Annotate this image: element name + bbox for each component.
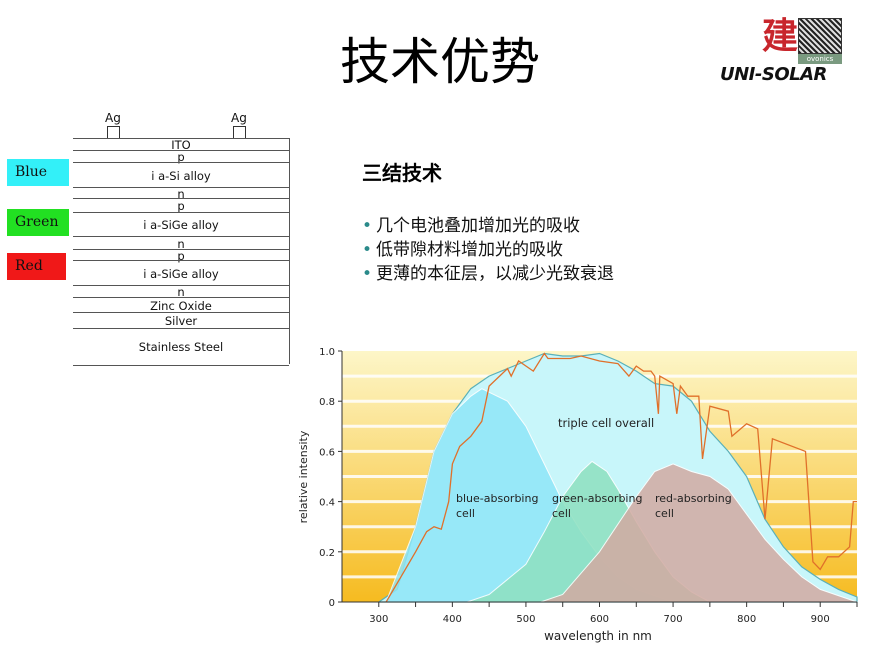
layer: Silver	[73, 312, 289, 329]
series-area-red-absorbing-cell	[540, 463, 858, 603]
ag-contact	[233, 126, 246, 138]
x-tick-label: 400	[443, 614, 462, 625]
y-tick-label: 0.6	[319, 447, 335, 458]
bullet-text: 更薄的本征层，以减少光致衰退	[376, 264, 615, 284]
contact-label: Ag	[231, 111, 247, 125]
x-tick-label: 500	[516, 614, 535, 625]
layer: n	[73, 285, 289, 299]
annotation-green: green-absorbing	[552, 492, 642, 505]
x-tick-label: 600	[590, 614, 609, 625]
slide-title: 技术优势	[340, 33, 540, 91]
layer: i a-SiGe alloy	[73, 212, 289, 237]
annotation-blue-2: cell	[456, 507, 475, 520]
x-tick-label: 300	[369, 614, 388, 625]
logo-chinese-mark: 建	[762, 15, 799, 57]
bullet-icon: •	[362, 264, 373, 284]
bullet-icon: •	[362, 240, 373, 260]
bullet-item: • 更薄的本征层，以减少光致衰退	[362, 259, 614, 284]
logo-ovonics: ovonics	[798, 54, 842, 64]
bullet-icon: •	[362, 216, 373, 236]
x-tick-label: 700	[664, 614, 683, 625]
layer: p	[73, 198, 289, 213]
bullet-item: • 几个电池叠加增加光的吸收	[362, 211, 580, 236]
layer-stack: ITO p i a-Si alloy n p i a-SiGe alloy n …	[73, 138, 290, 366]
annotation-overall: triple cell overall	[558, 416, 654, 430]
cell-label-blue: Blue	[7, 159, 69, 186]
layer: p	[73, 249, 289, 263]
series-line-solar-spectrum	[385, 352, 857, 603]
uni-solar-logo: 建 ovonics UNI-SOLAR	[718, 14, 848, 86]
annotation-green-2: cell	[552, 507, 571, 520]
cell-label-green: Green	[7, 209, 69, 236]
x-tick-label: 900	[811, 614, 830, 625]
ecd-pattern-icon	[798, 18, 842, 54]
y-tick-label: 0.2	[319, 548, 335, 559]
layer: i a-SiGe alloy	[73, 260, 289, 286]
x-axis-label: wavelength in nm	[544, 629, 652, 643]
y-tick-label: 1.0	[319, 347, 335, 358]
annotation-red: red-absorbing	[655, 492, 732, 505]
annotation-blue: blue-absorbing	[456, 492, 538, 505]
y-tick-label: 0.4	[319, 498, 335, 509]
spectral-response-chart: 0 0.2 0.4 0.6 0.8 1.0 300 400 500 600 700 800 900 tr…	[297, 347, 858, 643]
y-tick-label: 0.8	[319, 397, 335, 408]
layer: n	[73, 236, 289, 251]
layer: ITO	[73, 138, 289, 152]
layer: Stainless Steel	[73, 328, 289, 366]
contact-label: Ag	[105, 111, 121, 125]
layer: Zinc Oxide	[73, 297, 289, 313]
x-tick-label: 800	[737, 614, 756, 625]
layer: n	[73, 187, 289, 201]
logo-brand: UNI-SOLAR	[720, 64, 827, 85]
section-title: 三结技术	[362, 161, 442, 185]
cell-label-red: Red	[7, 253, 66, 280]
y-tick-label: 0	[329, 598, 335, 609]
bullet-text: 低带隙材料增加光的吸收	[376, 240, 564, 260]
y-axis-label: relative intensity	[297, 430, 310, 523]
bullet-text: 几个电池叠加增加光的吸收	[376, 216, 581, 236]
layer: i a-Si alloy	[73, 162, 289, 188]
annotation-red-2: cell	[655, 507, 674, 520]
ag-contact	[107, 126, 120, 138]
layer: p	[73, 150, 289, 164]
bullet-item: • 低带隙材料增加光的吸收	[362, 235, 563, 260]
